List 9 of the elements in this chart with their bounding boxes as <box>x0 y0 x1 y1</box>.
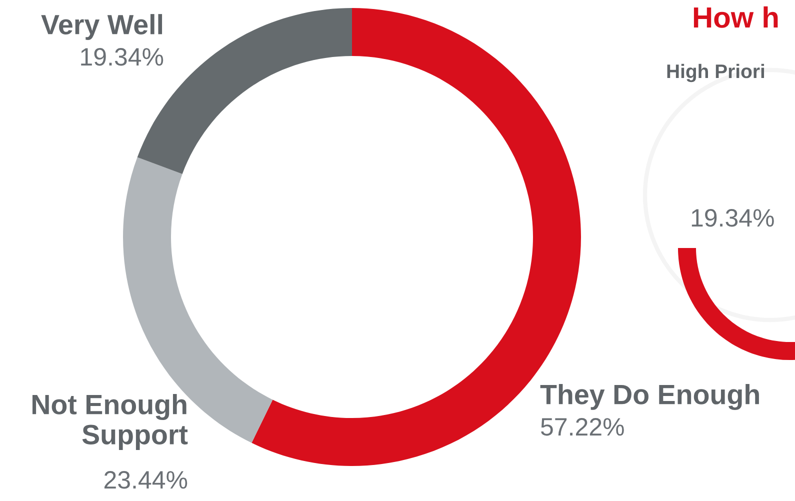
data-label: 19.34% <box>81 48 164 66</box>
data-label: 23.44% <box>104 471 188 489</box>
text: 19.34% <box>692 209 774 227</box>
text: How h <box>694 6 778 28</box>
data-label: 57.22% <box>541 418 624 436</box>
slice-label: Not Enough Support <box>32 394 188 450</box>
slice-label: They Do Enough <box>540 384 759 410</box>
text: High Priori <box>667 64 764 82</box>
slice-label: Very Well <box>41 14 162 40</box>
